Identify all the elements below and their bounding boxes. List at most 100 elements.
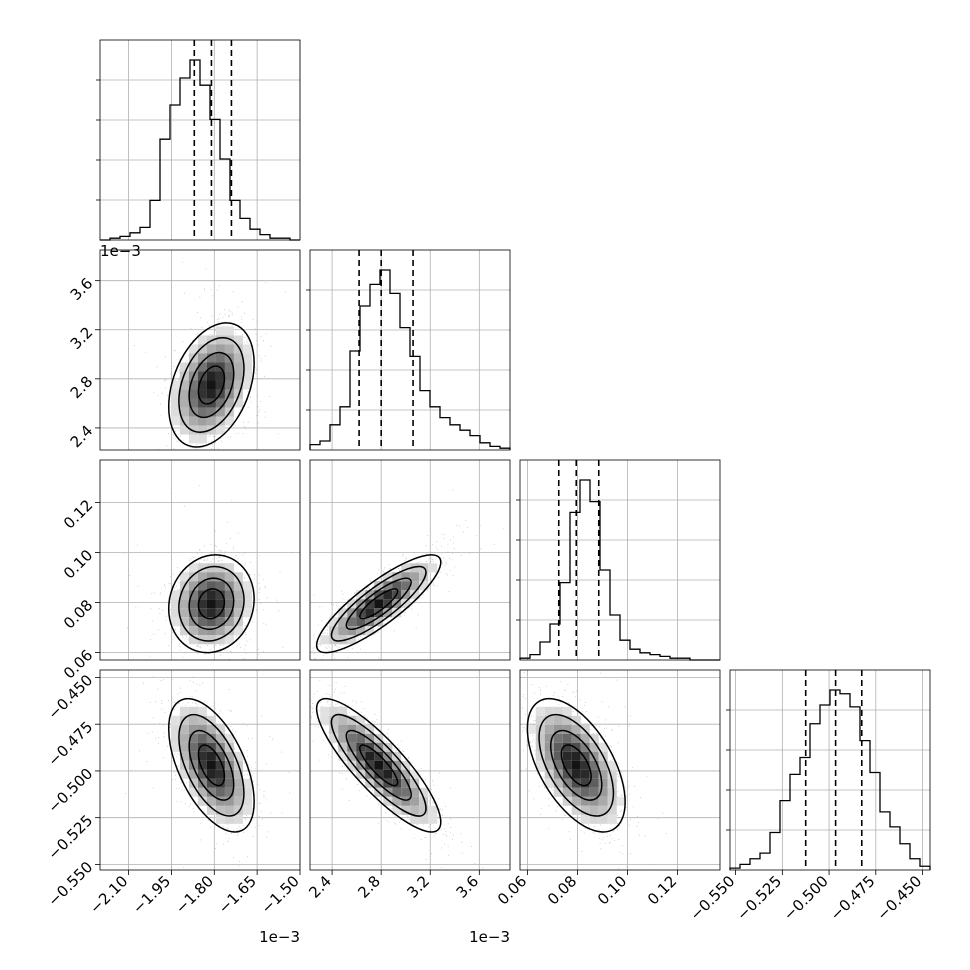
density-cell (571, 724, 581, 734)
density-cell (589, 814, 599, 824)
x-tick-label: −0.500 (780, 872, 832, 924)
density-cell (419, 814, 429, 824)
density-cell (410, 563, 420, 573)
density-cell (392, 805, 402, 815)
histogram-step-line (729, 689, 931, 870)
density-cell (206, 599, 216, 609)
density-cell (392, 769, 402, 779)
density-cell (188, 389, 198, 399)
density-cell (179, 407, 189, 417)
density-cell (206, 407, 216, 417)
panel-content (310, 679, 484, 869)
density-cell (383, 760, 393, 770)
density-cell (188, 778, 198, 788)
density-cell (170, 407, 180, 417)
density-cell (383, 590, 393, 600)
density-cell (179, 590, 189, 600)
density-cell (215, 751, 225, 761)
density-cell (374, 581, 384, 591)
density-cell (535, 706, 545, 716)
contour-line (188, 351, 235, 419)
density-cell (242, 608, 252, 618)
density-cell (233, 751, 243, 761)
density-cell (206, 626, 216, 636)
density-cell (233, 353, 243, 363)
x-tick-label: −0.450 (873, 872, 925, 924)
density-cell (197, 706, 207, 716)
density-cell (607, 760, 617, 770)
x-offset-label: 1e−3 (259, 928, 300, 946)
density-cell (365, 760, 375, 770)
density-cell (179, 706, 189, 716)
density-cell (580, 796, 590, 806)
density-cell (215, 626, 225, 636)
density-cell (206, 715, 216, 725)
density-cell (589, 751, 599, 761)
density-cell (580, 778, 590, 788)
density-cell (197, 434, 207, 444)
x-tick-label: −1.95 (129, 872, 174, 917)
density-cell (347, 617, 357, 627)
density-cell (233, 581, 243, 591)
density-cell (356, 617, 366, 627)
contour-line (197, 588, 226, 620)
axes-frame (309, 459, 511, 661)
density-cell (580, 724, 590, 734)
density-cell (170, 380, 180, 390)
density-cell (356, 742, 366, 752)
density-cell (338, 724, 348, 734)
density-cell (589, 796, 599, 806)
density-cell (179, 626, 189, 636)
density-cell (170, 590, 180, 600)
density-cell (233, 769, 243, 779)
histogram-panel-p0 (96, 39, 301, 241)
density-cell (571, 733, 581, 743)
density-cell (206, 371, 216, 381)
density-cell (553, 769, 563, 779)
density-cell (197, 389, 207, 399)
density-cell (374, 769, 384, 779)
density-cell (188, 572, 198, 582)
scatter-panel-p0-p2 (99, 459, 301, 661)
density-cell (224, 635, 234, 645)
density-cell (544, 751, 554, 761)
density-cell (179, 769, 189, 779)
scatter-panel-p1-p2 (309, 459, 511, 661)
density-cell (365, 724, 375, 734)
density-cell (580, 769, 590, 779)
density-cell (329, 724, 339, 734)
contour-line (167, 322, 255, 448)
y-tick-label: 0.10 (60, 546, 96, 582)
density-cell (170, 742, 180, 752)
density-cell (215, 796, 225, 806)
density-cell (242, 787, 252, 797)
density-cell (215, 581, 225, 591)
density-cell (188, 425, 198, 435)
density-cell (197, 425, 207, 435)
density-cell (197, 416, 207, 426)
x-tick-label: 0.06 (494, 872, 530, 908)
density-cell (365, 590, 375, 600)
scatter-panel-p2-p3 (519, 669, 721, 871)
density-cell (179, 416, 189, 426)
density-cell (338, 751, 348, 761)
x-tick-label: 0.10 (594, 872, 630, 908)
density-cell (179, 617, 189, 627)
density-cell (571, 787, 581, 797)
contour-line (188, 577, 235, 630)
density-cell (383, 581, 393, 591)
x-tick-label: 0.08 (544, 872, 580, 908)
density-cell (374, 617, 384, 627)
density-cell (188, 581, 198, 591)
density-cell (197, 796, 207, 806)
density-cell (365, 751, 375, 761)
density-cell (535, 715, 545, 725)
contour-line (178, 565, 245, 642)
density-cell (215, 371, 225, 381)
density-cell (206, 572, 216, 582)
density-cell (242, 778, 252, 788)
density-cell (544, 733, 554, 743)
density-cell (215, 760, 225, 770)
density-cell (347, 599, 357, 609)
